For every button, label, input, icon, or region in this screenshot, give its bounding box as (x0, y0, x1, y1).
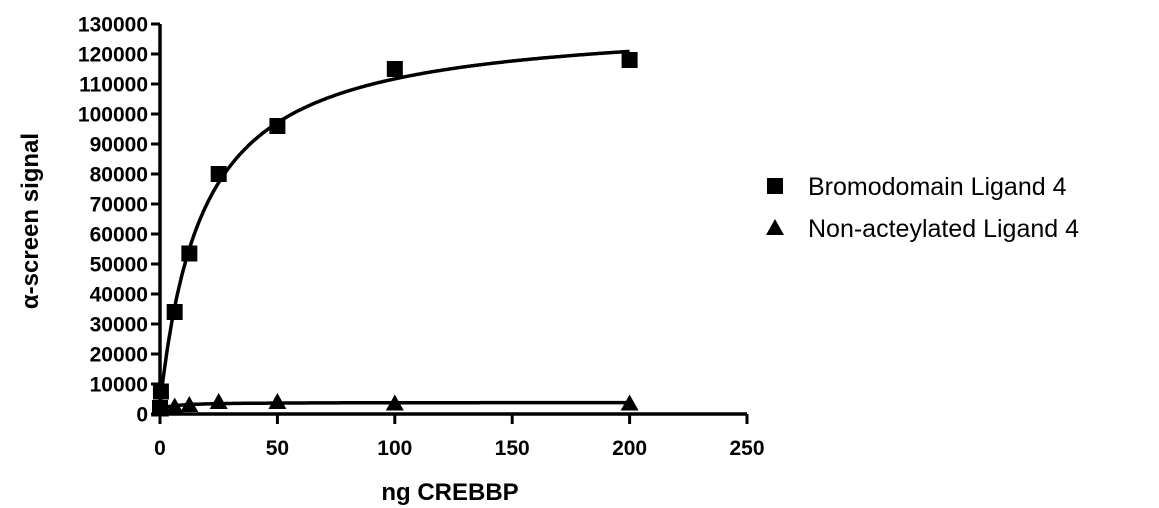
data-point (268, 393, 287, 409)
x-tick-label: 0 (154, 437, 166, 460)
data-point (152, 383, 169, 400)
y-tick-label: 40000 (90, 284, 148, 307)
y-tick-label: 100000 (78, 104, 148, 127)
data-point (386, 61, 403, 77)
fit-curves (158, 49, 630, 412)
legend: Bromodomain Ligand 4 Non-acteylated Ligan… (766, 173, 1079, 243)
data-point (180, 396, 199, 412)
x-tick-label: 200 (612, 437, 647, 460)
legend-label: Bromodomain Ligand 4 (808, 173, 1067, 201)
y-tick-label: 90000 (90, 134, 148, 157)
y-tick-label: 50000 (90, 254, 148, 277)
x-tick-label: 150 (495, 437, 530, 460)
data-point (209, 393, 228, 409)
y-axis-title: α-screen signal (17, 133, 44, 309)
data-point (621, 52, 638, 68)
data-points (151, 52, 639, 417)
y-tick-label: 60000 (90, 224, 148, 247)
x-axis-title: ng CREBBP (381, 479, 518, 506)
y-tick-label: 20000 (90, 344, 148, 367)
y-tick-label: 10000 (90, 374, 148, 397)
data-point (166, 304, 183, 320)
y-tick-label: 80000 (90, 164, 148, 187)
legend-marker (767, 178, 783, 194)
x-tick-label: 50 (266, 437, 289, 460)
y-tick-label: 130000 (78, 14, 148, 37)
y-tick-label: 120000 (78, 44, 148, 67)
y-tick-label: 110000 (79, 74, 148, 97)
data-point (165, 397, 184, 414)
legend-marker (766, 219, 784, 235)
x-tick-label: 250 (729, 437, 764, 460)
y-tick-label: 0 (136, 404, 148, 427)
fit-curve-0 (158, 49, 630, 406)
data-point (181, 245, 198, 262)
y-tick-label: 30000 (90, 314, 148, 337)
data-point (269, 118, 286, 134)
y-axis-ticks: 0 10000 20000 30000 40000 50000 60000 70000 8000… (78, 14, 160, 427)
x-axis-ticks: 0 50 100 150 200 250 (154, 414, 765, 460)
legend-label: Non-acteylated Ligand 4 (808, 215, 1079, 243)
data-point (151, 400, 169, 417)
data-point (620, 394, 639, 411)
data-point (385, 394, 404, 411)
y-tick-label: 70000 (90, 194, 148, 217)
data-point (210, 166, 227, 182)
x-tick-label: 100 (377, 437, 412, 460)
